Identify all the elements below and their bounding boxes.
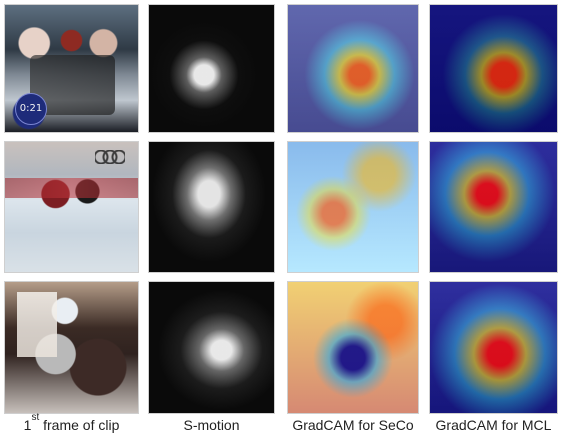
gradcam-seco-row-1 bbox=[287, 4, 419, 133]
video-frame-row-1: 0:21 bbox=[4, 4, 139, 133]
s-motion-map-row-1 bbox=[148, 4, 275, 133]
gradcam-seco-row-2 bbox=[287, 141, 419, 273]
caption-first-frame: 1st frame of clip bbox=[4, 412, 139, 435]
caption-s-motion: S-motion bbox=[183, 417, 240, 433]
caption-first-frame-sup: st bbox=[31, 412, 40, 424]
video-frame-row-3 bbox=[4, 281, 139, 414]
gradcam-mcl-row-2 bbox=[429, 141, 558, 273]
caption-first-frame-suffix: frame of clip bbox=[39, 417, 120, 433]
gradcam-mcl-row-3 bbox=[429, 281, 558, 414]
gradcam-seco-row-3 bbox=[287, 281, 419, 414]
video-frame-row-2 bbox=[4, 141, 139, 273]
caption-first-frame-prefix: 1 bbox=[23, 417, 32, 433]
caption-gradcam-seco: GradCAM for SeCo bbox=[292, 417, 414, 433]
caption-gradcam-mcl: GradCAM for MCL bbox=[435, 417, 552, 433]
timer-badge: 0:21 bbox=[15, 93, 47, 125]
gradcam-mcl-row-1 bbox=[429, 4, 558, 133]
s-motion-map-row-2 bbox=[148, 141, 275, 273]
s-motion-map-row-3 bbox=[148, 281, 275, 414]
